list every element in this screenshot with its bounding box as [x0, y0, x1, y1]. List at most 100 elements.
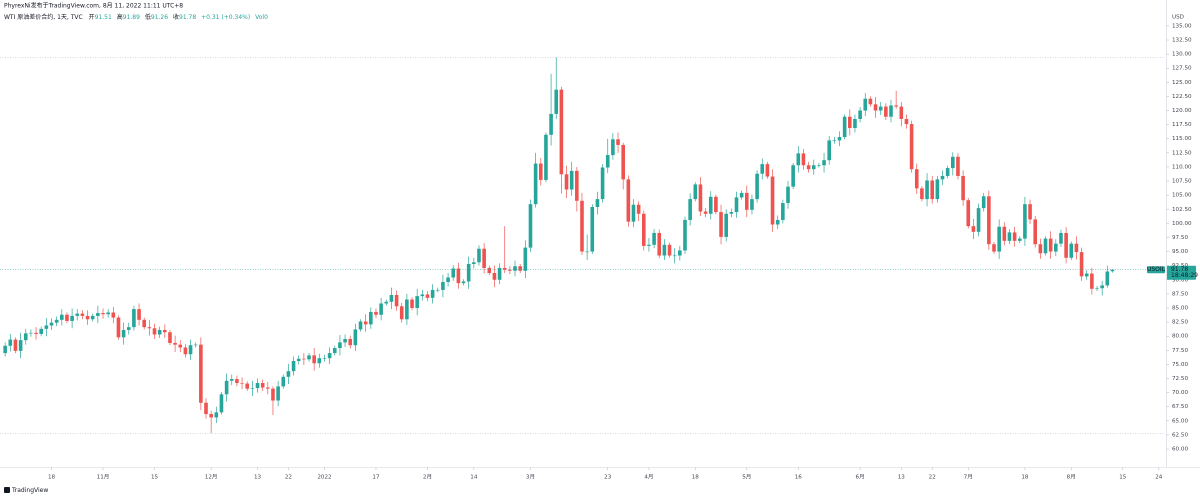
candle-body [281, 376, 286, 387]
candle-body [54, 319, 59, 323]
candle-body [13, 339, 18, 351]
candle-body [1110, 269, 1115, 272]
candle-body [791, 165, 795, 187]
candle-body [981, 196, 986, 209]
candle-body [456, 268, 461, 284]
candle-body [832, 140, 837, 142]
candle-body [497, 267, 502, 280]
candle-body [528, 204, 533, 248]
candle-body [781, 203, 785, 220]
candle-body [348, 339, 353, 346]
candle-body [358, 321, 363, 330]
candle-body [724, 213, 728, 237]
y-tick-label: 105.00 [1172, 193, 1192, 199]
candle-body [631, 204, 636, 222]
candle-body [1023, 204, 1027, 239]
candle-body [85, 315, 90, 320]
candle-body [796, 153, 801, 166]
candle-body [1028, 204, 1032, 220]
candle-body [75, 313, 80, 316]
candle-body [976, 208, 981, 232]
candle-body [1048, 238, 1053, 252]
candle-body [647, 244, 651, 246]
y-tick-label: 65.00 [1172, 418, 1188, 424]
candle-body [925, 180, 929, 200]
candle-body [147, 327, 152, 329]
y-tick-label: 80.00 [1172, 334, 1188, 340]
candle-body [1012, 232, 1017, 241]
candle-body [183, 347, 188, 355]
candle-body [399, 306, 404, 320]
candle-body [770, 176, 775, 225]
candle-body [1064, 232, 1068, 258]
symbol-description: WTI 原油差价合约, 1天, TVC [4, 13, 83, 21]
candle-body [369, 311, 373, 325]
symbol-badge [1147, 266, 1165, 274]
candle-body [204, 402, 208, 415]
candle-body [353, 329, 358, 346]
candle-body [312, 355, 316, 364]
candle-body [678, 250, 682, 256]
x-tick-label: 7月 [964, 474, 973, 481]
candle-body [70, 315, 74, 321]
y-tick-label: 102.50 [1172, 207, 1192, 213]
candle-body [853, 118, 857, 129]
candle-body [997, 226, 1001, 252]
x-tick-label: 18 [692, 475, 700, 481]
candle-body [106, 312, 110, 315]
candle-body [152, 328, 157, 335]
x-tick-label: 22 [929, 475, 936, 481]
x-tick-label: 15 [1119, 475, 1127, 481]
candle-body [878, 106, 883, 111]
candle-body [801, 153, 806, 166]
candle-body [575, 170, 579, 201]
candle-body [744, 192, 749, 210]
y-tick-label: 135.00 [1172, 23, 1192, 29]
candle-body [1007, 232, 1012, 241]
candle-body [935, 179, 940, 200]
candle-body [240, 383, 244, 384]
x-tick-label: 3月 [526, 474, 535, 481]
candle-body [667, 244, 672, 256]
candle-body [1079, 252, 1084, 277]
candle-body [626, 179, 631, 222]
candle-body [683, 219, 687, 251]
y-tick-label: 97.50 [1172, 235, 1188, 241]
candle-body [296, 358, 301, 362]
candle-body [775, 219, 780, 225]
candle-body [1017, 238, 1022, 241]
candle-body [441, 282, 445, 290]
candle-body [703, 211, 708, 214]
y-tick-label: 75.00 [1172, 362, 1188, 368]
candle-body [338, 342, 342, 349]
candle-body [987, 196, 991, 245]
candle-body [384, 301, 389, 304]
y-tick-label: 85.00 [1172, 305, 1188, 311]
candle-body [80, 313, 85, 316]
logo [4, 487, 10, 493]
x-tick-label: 6月 [856, 474, 865, 481]
x-tick-label: 13 [254, 475, 262, 481]
candle-body [44, 325, 49, 329]
candle-body [266, 387, 270, 389]
candle-body [693, 184, 698, 200]
candle-body [163, 329, 167, 333]
candle-body [142, 319, 147, 328]
candle-body [956, 156, 960, 176]
candle-body [415, 296, 419, 308]
candle-body [1090, 273, 1094, 289]
candle-body [611, 139, 615, 156]
y-tick-label: 132.50 [1172, 38, 1192, 44]
x-tick-label: 14 [470, 475, 478, 481]
candle-body [492, 273, 497, 280]
y-tick-label: 110.00 [1172, 164, 1192, 170]
candle-body [90, 315, 95, 320]
candle-body [188, 345, 193, 355]
candle-body [255, 383, 260, 389]
candle-body [580, 200, 584, 252]
candle-body [672, 255, 677, 257]
candle-body [8, 339, 13, 346]
candle-body [940, 175, 945, 180]
candle-body [29, 332, 33, 334]
x-tick-label: 8月 [1067, 474, 1076, 481]
